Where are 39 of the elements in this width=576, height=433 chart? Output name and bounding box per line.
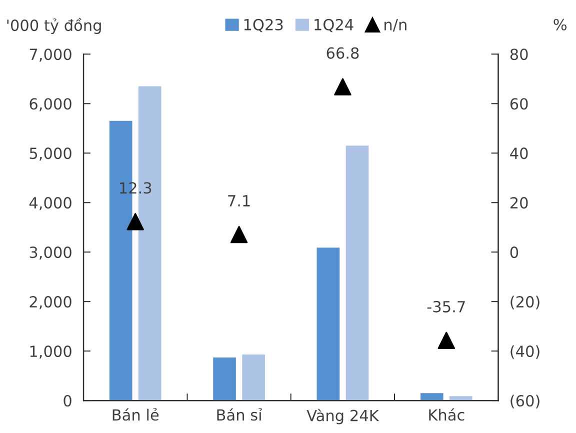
y-tick-label: 1,000 [30, 346, 72, 359]
x-tick-label: Bán lẻ [112, 408, 159, 421]
y-tick-label: 7,000 [30, 48, 72, 62]
x-tick-label: Vàng 24K [306, 408, 380, 424]
bar [213, 357, 236, 401]
point [334, 78, 352, 96]
y2-axis-title: % [554, 18, 567, 30]
y2-tick-label: 40 [510, 148, 528, 160]
y-tick-label: 3,000 [30, 246, 72, 260]
y-tick-label: 6,000 [30, 98, 72, 112]
y2-tick-label: 80 [510, 48, 528, 60]
x-tick-label: Bán sỉ [217, 408, 262, 421]
y-tick-label: 4,000 [29, 197, 72, 210]
legend-label: 1Q23 [244, 18, 283, 32]
bar [346, 146, 369, 401]
data-label: 66.8 [326, 47, 359, 59]
bar [420, 393, 444, 401]
point [126, 213, 144, 230]
y2-tick-label: (40) [510, 345, 540, 359]
bar [450, 396, 472, 401]
bar [316, 248, 340, 401]
point [438, 332, 456, 350]
y2-tick-label: 20 [510, 197, 528, 209]
legend-label: n/n [384, 19, 406, 32]
y2-tick-label: (20) [510, 296, 540, 310]
y2-tick-label: (60) [510, 394, 540, 408]
data-label: 7.1 [228, 195, 250, 206]
bar [242, 354, 265, 401]
y-tick-label: 5,000 [30, 148, 72, 161]
point [230, 226, 248, 244]
legend-label: 1Q24 [314, 18, 354, 32]
data-label: 12.3 [120, 182, 152, 194]
y2-tick-label: 60 [510, 98, 528, 110]
y-axis-title: '000 tỷ đồng [7, 18, 101, 34]
y2-tick-label: 0 [510, 246, 518, 258]
data-label: -35.7 [427, 300, 465, 312]
y-tick-label: 0 [64, 394, 72, 407]
x-tick-label: Khác [429, 408, 464, 421]
y-tick-label: 2,000 [30, 296, 72, 310]
